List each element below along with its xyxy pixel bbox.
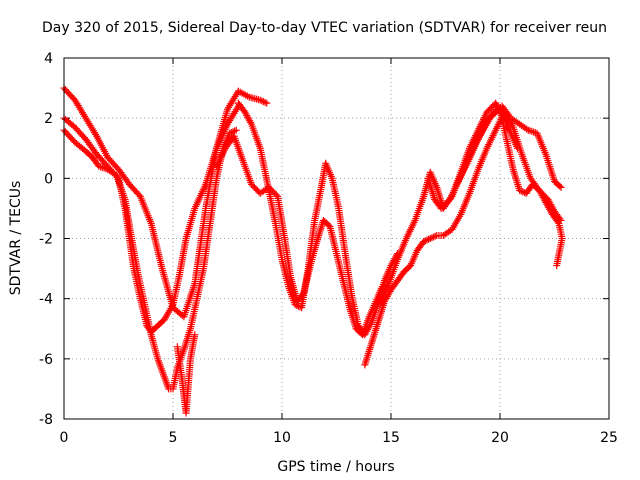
data-point [517, 187, 525, 195]
data-point [426, 235, 434, 242]
data-point [428, 234, 436, 242]
y-tick-label: -8 [39, 412, 53, 428]
data-point [247, 118, 255, 126]
data-point [263, 99, 271, 107]
y-tick-label: 4 [44, 51, 53, 67]
series-track-d [173, 331, 199, 417]
y-axis-label: SDTVAR / TECUs [8, 181, 24, 296]
data-point [299, 290, 307, 298]
x-tick-label: 15 [382, 430, 400, 446]
data-point [430, 233, 438, 241]
data-point [227, 128, 235, 136]
x-tick-label: 20 [491, 430, 509, 446]
data-point [226, 129, 234, 137]
data-point [530, 128, 538, 136]
data-point [421, 237, 429, 245]
x-tick-labels: 0 5 10 15 20 25 [60, 430, 618, 446]
data-point [516, 186, 524, 194]
series-track-e [234, 99, 402, 339]
y-tick-labels: -8 -6 -4 -2 0 2 4 [39, 51, 53, 428]
x-tick-label: 10 [273, 430, 291, 446]
data-point [425, 235, 433, 243]
y-tick-label: 0 [44, 171, 53, 187]
data-point [259, 98, 267, 106]
y-tick-label: -4 [39, 292, 53, 308]
data-point [191, 331, 199, 339]
data-point [554, 218, 562, 226]
data-point [556, 182, 564, 190]
data-point [423, 236, 431, 244]
y-tick-label: -2 [39, 232, 53, 248]
data-point [272, 191, 280, 199]
data-point [232, 126, 240, 134]
y-tick-label: 2 [44, 111, 53, 127]
series-track-j [452, 105, 566, 270]
data-point [258, 97, 266, 105]
data-point [431, 232, 439, 240]
data-point [229, 128, 237, 136]
data-point [261, 98, 269, 106]
chart-title: Day 320 of 2015, Sidereal Day-to-day VTE… [42, 20, 607, 36]
series-track-b [60, 102, 242, 336]
data-point [557, 183, 565, 191]
x-axis-label: GPS time / hours [277, 459, 394, 475]
grid-lines [64, 58, 609, 419]
data-points [60, 84, 566, 417]
data-point [256, 96, 264, 104]
data-point [378, 283, 386, 291]
data-point [420, 238, 428, 246]
x-tick-label: 25 [600, 430, 618, 446]
x-tick-label: 5 [169, 430, 178, 446]
plot-frame [63, 57, 610, 420]
series-track-a [60, 84, 271, 321]
data-point [513, 144, 521, 152]
x-tick-label: 0 [60, 430, 69, 446]
data-point [553, 262, 561, 270]
y-tick-label: -6 [39, 352, 53, 368]
series-track-c [60, 126, 240, 393]
series-track-f [213, 132, 386, 339]
series-track-g [361, 108, 565, 369]
